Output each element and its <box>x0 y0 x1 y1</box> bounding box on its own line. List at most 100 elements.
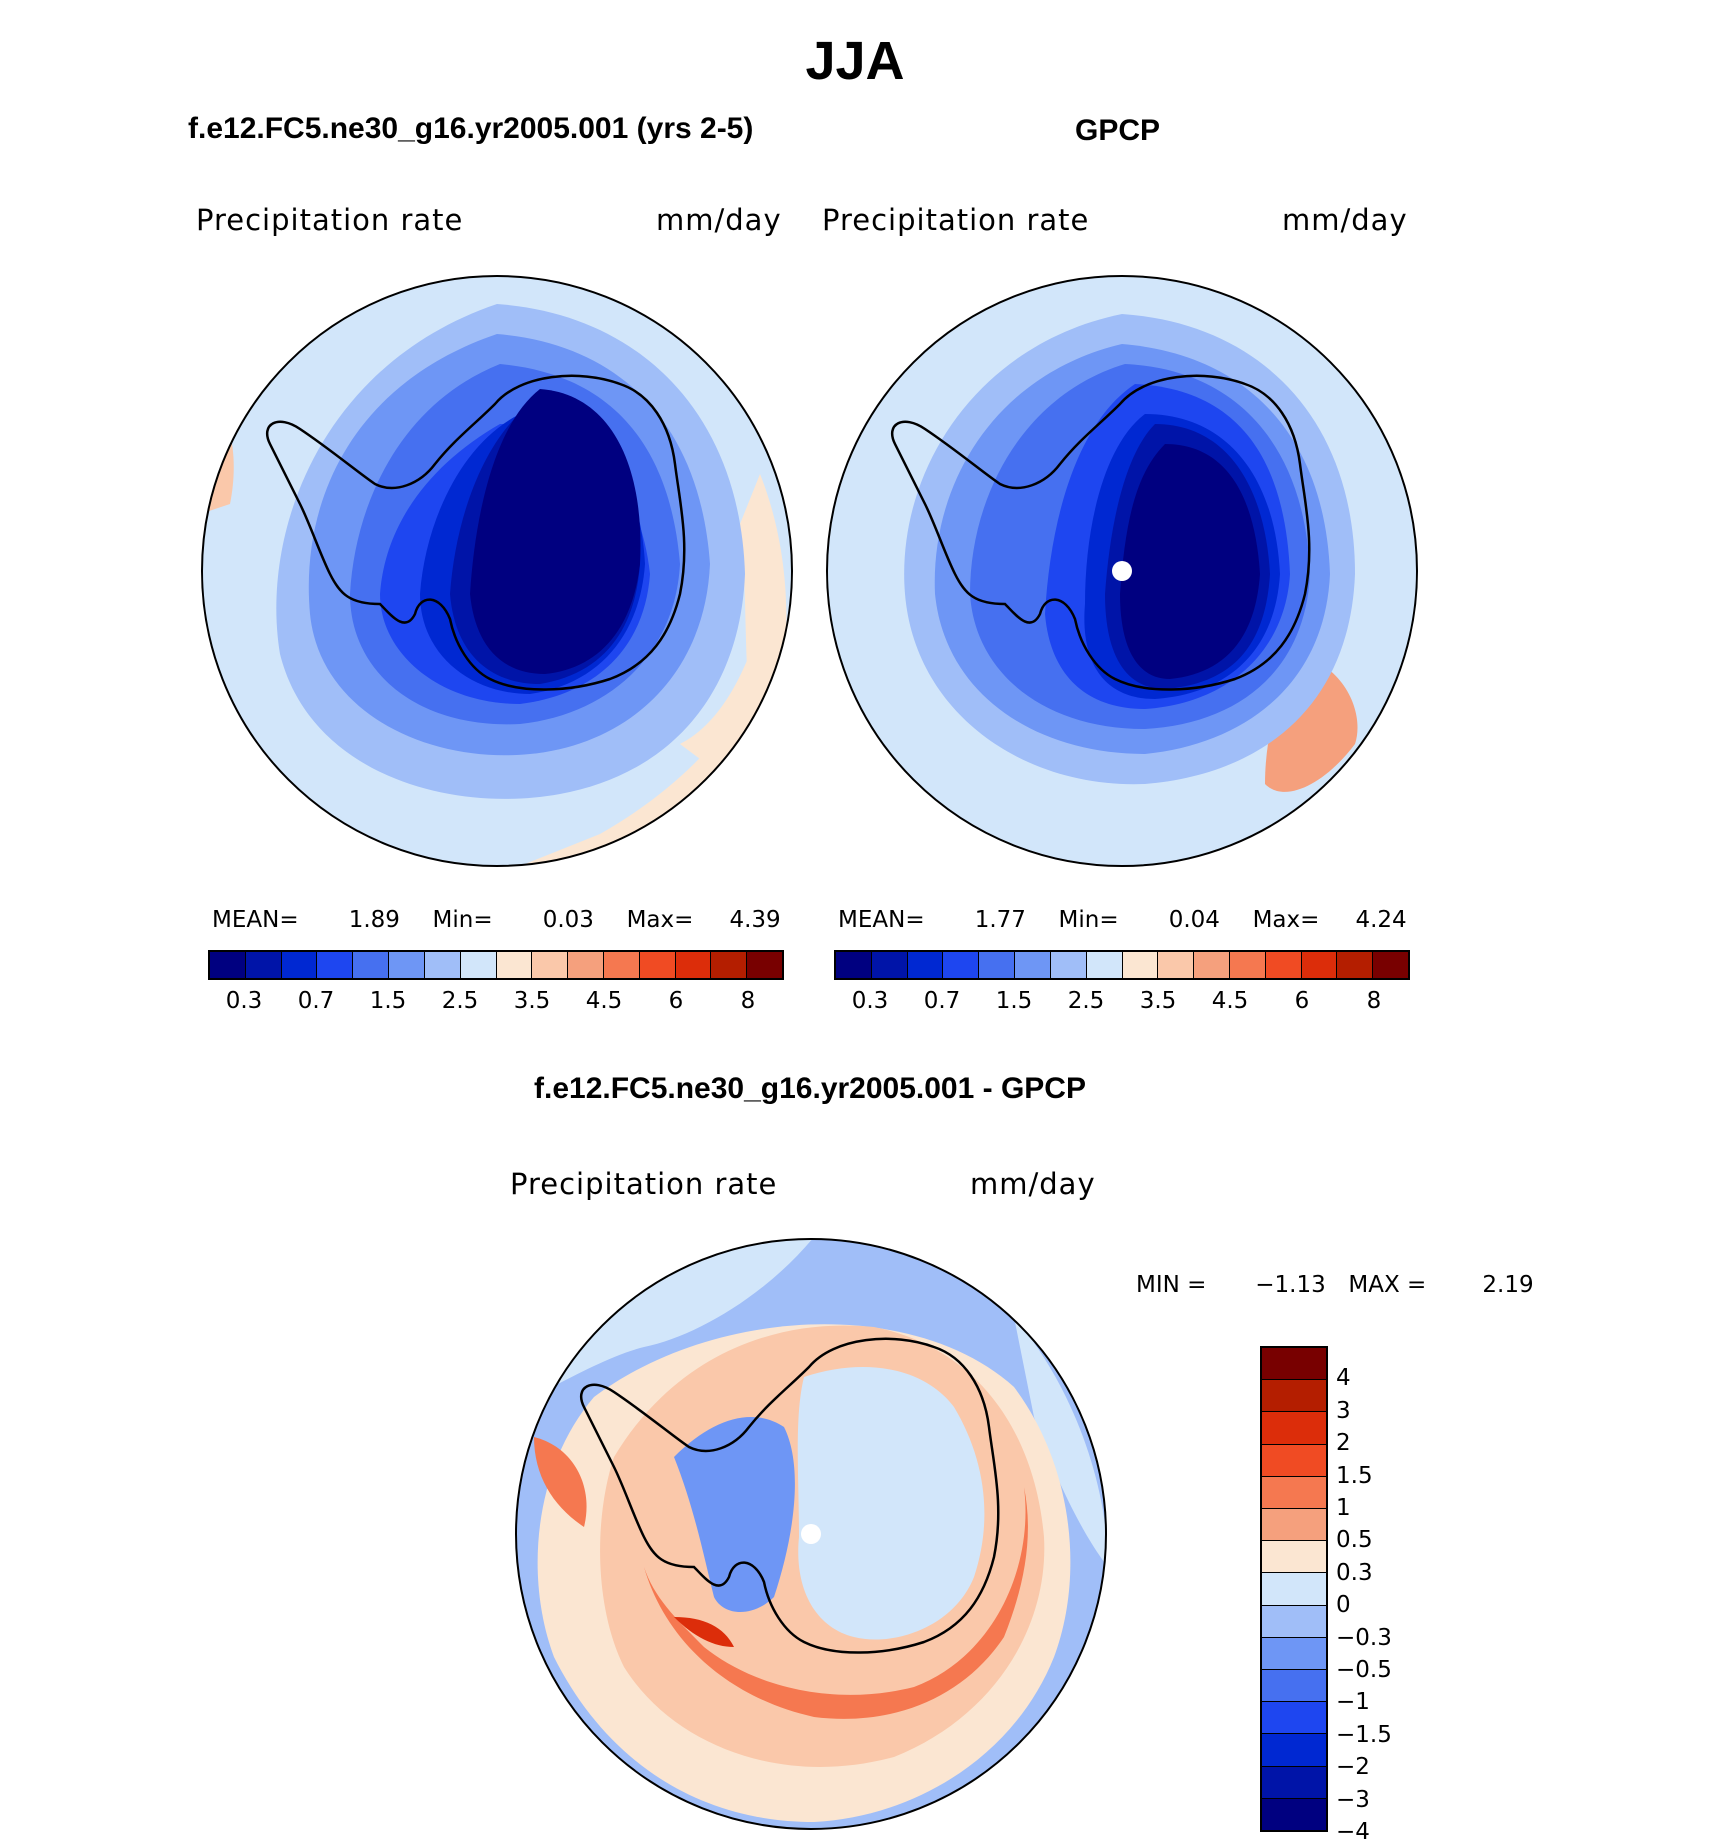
colorbar-tick-label: −3 <box>1336 1786 1370 1813</box>
colorbar-cell <box>675 952 712 978</box>
panel-model-stats: MEAN= 1.89 Min= 0.03 Max= 4.39 <box>212 907 781 933</box>
colorbar-cell <box>1265 952 1302 978</box>
colorbar-cell <box>943 952 980 978</box>
max-label: Max= <box>1252 907 1320 933</box>
max-value: 4.24 <box>1355 907 1407 933</box>
colorbar-cell <box>1301 952 1338 978</box>
colorbar-tick-label: 2.5 <box>441 988 479 1014</box>
colorbar-tick-label: 3.5 <box>513 988 551 1014</box>
colorbar-cell <box>1262 1380 1326 1413</box>
panel-obs-title: GPCP <box>1075 114 1161 147</box>
colorbar-tick-label: 0.3 <box>225 988 263 1014</box>
colorbar-tick-label: −0.5 <box>1336 1657 1392 1683</box>
colorbar-tick-label: 8 <box>1366 988 1382 1014</box>
colorbar-cell <box>1262 1605 1326 1638</box>
colorbar-tick-label: 4.5 <box>585 988 623 1014</box>
colorbar-cell <box>1050 952 1087 978</box>
colorbar-cell <box>460 952 497 978</box>
colorbar-cell <box>1262 1444 1326 1477</box>
colorbar-tick-label: 8 <box>740 988 756 1014</box>
panel-diff-units: mm/day <box>970 1167 1096 1201</box>
map-model <box>201 275 793 867</box>
main-title: JJA <box>805 31 905 91</box>
max-label: Max= <box>626 907 694 933</box>
colorbar-cell <box>836 952 872 978</box>
colorbar-tick-label: 3.5 <box>1139 988 1177 1014</box>
colorbar-cell <box>1229 952 1266 978</box>
min-label: Min= <box>432 907 493 933</box>
max-value: 4.39 <box>729 907 781 933</box>
colorbar-tick-label: 2 <box>1336 1430 1351 1457</box>
colorbar-cell <box>871 952 908 978</box>
colorbar-cell <box>1262 1734 1326 1767</box>
mean-value: 1.89 <box>348 907 400 933</box>
colorbar-diff <box>1260 1346 1328 1832</box>
colorbar-cell <box>1262 1670 1326 1703</box>
mean-value: 1.77 <box>974 907 1026 933</box>
colorbar-tick-label: 6 <box>1294 988 1310 1014</box>
mean-label: MEAN= <box>212 907 299 933</box>
colorbar-cell <box>1262 1702 1326 1735</box>
colorbar-cell <box>1158 952 1195 978</box>
colorbar-cell <box>907 952 944 978</box>
panel-diff-stats: MIN = −1.13 MAX = 2.19 <box>1136 1272 1534 1298</box>
colorbar-tick-label: 4.5 <box>1211 988 1249 1014</box>
colorbar-cell <box>568 952 604 978</box>
colorbar-model <box>208 950 784 980</box>
colorbar-cell <box>1262 1348 1326 1381</box>
map-obs <box>826 275 1418 867</box>
colorbar-tick-label: −2 <box>1336 1754 1370 1781</box>
colorbar-cell <box>1262 1637 1326 1671</box>
colorbar-cell <box>1262 1412 1326 1445</box>
colorbar-tick-label: −1 <box>1336 1689 1370 1716</box>
colorbar-tick-label: 1.5 <box>1336 1462 1373 1489</box>
colorbar-tick-label: −0.3 <box>1336 1624 1392 1651</box>
colorbar-cell <box>1262 1476 1326 1510</box>
colorbar-cell <box>1262 1541 1326 1574</box>
colorbar-cell <box>979 952 1016 978</box>
panel-obs-stats: MEAN= 1.77 Min= 0.04 Max= 4.24 <box>838 907 1407 933</box>
panel-diff-title: f.e12.FC5.ne30_g16.yr2005.001 - GPCP <box>534 1072 1086 1105</box>
colorbar-tick-label: 1.5 <box>369 988 407 1014</box>
panel-model-units: mm/day <box>656 203 782 237</box>
colorbar-tick-label: 0.7 <box>297 988 335 1014</box>
colorbar-obs <box>834 950 1410 980</box>
colorbar-tick-label: 0.7 <box>923 988 961 1014</box>
mean-label: MEAN= <box>838 907 925 933</box>
colorbar-tick-label: 0.5 <box>1336 1527 1373 1554</box>
colorbar-tick-label: 1.5 <box>995 988 1033 1014</box>
min-value: 0.04 <box>1168 907 1220 933</box>
colorbar-tick-label: −4 <box>1336 1819 1370 1845</box>
colorbar-cell <box>711 952 748 978</box>
colorbar-cell <box>1262 1798 1326 1831</box>
colorbar-tick-label: −1.5 <box>1336 1721 1392 1748</box>
colorbar-tick-label: 2.5 <box>1067 988 1105 1014</box>
colorbar-tick-label: 4 <box>1336 1365 1351 1392</box>
colorbar-cell <box>639 952 676 978</box>
colorbar-cell <box>1086 952 1123 978</box>
panel-model-field-label: Precipitation rate <box>196 203 464 237</box>
colorbar-cell <box>1015 952 1051 978</box>
colorbar-cell <box>317 952 354 978</box>
colorbar-cell <box>603 952 640 978</box>
colorbar-cell <box>281 952 318 978</box>
map-diff <box>515 1238 1107 1830</box>
panel-obs-field-label: Precipitation rate <box>822 203 1090 237</box>
colorbar-cell <box>424 952 461 978</box>
colorbar-cell <box>1262 1573 1326 1606</box>
panel-obs-units: mm/day <box>1282 203 1408 237</box>
min-label: MIN = <box>1136 1272 1207 1298</box>
colorbar-cell <box>1373 952 1408 978</box>
colorbar-cell <box>1122 952 1159 978</box>
colorbar-cell <box>353 952 390 978</box>
colorbar-cell <box>532 952 569 978</box>
colorbar-cell <box>1262 1766 1326 1799</box>
colorbar-cell <box>1337 952 1374 978</box>
min-label: Min= <box>1058 907 1119 933</box>
panel-model-title: f.e12.FC5.ne30_g16.yr2005.001 (yrs 2-5) <box>188 112 754 145</box>
min-value: −1.13 <box>1255 1272 1326 1298</box>
colorbar-cell <box>1262 1509 1326 1542</box>
max-value: 2.19 <box>1482 1272 1534 1298</box>
colorbar-cell <box>747 952 782 978</box>
colorbar-tick-label: 0.3 <box>851 988 889 1014</box>
